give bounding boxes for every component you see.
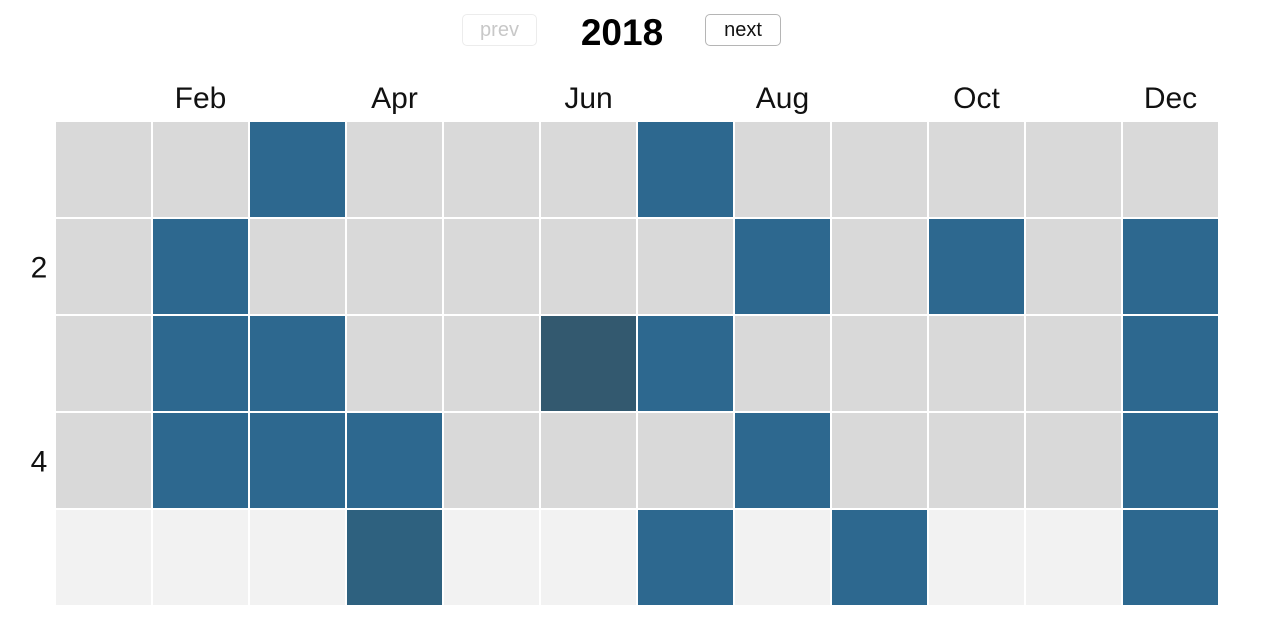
heatmap-cell-sep-row-4 bbox=[832, 413, 927, 508]
heatmap-cell-jan-row-1 bbox=[56, 122, 151, 217]
heatmap-cell-mar-row-3 bbox=[250, 316, 345, 411]
heatmap-cell-feb-row-4 bbox=[153, 413, 248, 508]
month-label-apr: Apr bbox=[371, 82, 418, 115]
year-navigation: prev 2018 next bbox=[0, 12, 1266, 54]
heatmap-cell-may-row-2 bbox=[444, 219, 539, 314]
heatmap-cell-oct-row-5 bbox=[929, 510, 1024, 605]
heatmap-cell-apr-row-5 bbox=[347, 510, 442, 605]
heatmap-cell-nov-row-5 bbox=[1026, 510, 1121, 605]
heatmap-cell-jun-row-5 bbox=[541, 510, 636, 605]
heatmap-cell-sep-row-5 bbox=[832, 510, 927, 605]
month-label-feb: Feb bbox=[175, 82, 227, 115]
heatmap-cell-aug-row-5 bbox=[735, 510, 830, 605]
heatmap-cell-jun-row-3 bbox=[541, 316, 636, 411]
heatmap-cell-nov-row-1 bbox=[1026, 122, 1121, 217]
heatmap-cell-mar-row-2 bbox=[250, 219, 345, 314]
heatmap-cell-may-row-1 bbox=[444, 122, 539, 217]
heatmap-cell-jul-row-5 bbox=[638, 510, 733, 605]
heatmap-cell-feb-row-3 bbox=[153, 316, 248, 411]
heatmap-cell-jul-row-1 bbox=[638, 122, 733, 217]
heatmap-cell-mar-row-4 bbox=[250, 413, 345, 508]
heatmap-cell-sep-row-3 bbox=[832, 316, 927, 411]
heatmap-cell-apr-row-1 bbox=[347, 122, 442, 217]
heatmap-cell-apr-row-4 bbox=[347, 413, 442, 508]
heatmap-cell-may-row-3 bbox=[444, 316, 539, 411]
heatmap-cell-jan-row-2 bbox=[56, 219, 151, 314]
heatmap-cell-oct-row-3 bbox=[929, 316, 1024, 411]
prev-button[interactable]: prev bbox=[462, 14, 537, 46]
heatmap-cell-dec-row-4 bbox=[1123, 413, 1218, 508]
heatmap-cell-jul-row-4 bbox=[638, 413, 733, 508]
row-labels: 24 bbox=[31, 252, 48, 479]
heatmap-cell-dec-row-1 bbox=[1123, 122, 1218, 217]
heatmap-cell-nov-row-4 bbox=[1026, 413, 1121, 508]
heatmap-cell-sep-row-1 bbox=[832, 122, 927, 217]
heatmap-cell-nov-row-3 bbox=[1026, 316, 1121, 411]
heatmap-cell-aug-row-3 bbox=[735, 316, 830, 411]
month-label-oct: Oct bbox=[953, 82, 1000, 115]
heatmap-cell-sep-row-2 bbox=[832, 219, 927, 314]
row-label-4: 4 bbox=[31, 446, 48, 479]
heatmap-cell-jul-row-3 bbox=[638, 316, 733, 411]
heatmap-cell-mar-row-1 bbox=[250, 122, 345, 217]
heatmap-cell-jan-row-5 bbox=[56, 510, 151, 605]
heatmap-cell-mar-row-5 bbox=[250, 510, 345, 605]
heatmap-cell-oct-row-4 bbox=[929, 413, 1024, 508]
heatmap-cell-aug-row-4 bbox=[735, 413, 830, 508]
heatmap-cell-feb-row-5 bbox=[153, 510, 248, 605]
heatmap-cells bbox=[56, 122, 1218, 605]
heatmap-cell-aug-row-2 bbox=[735, 219, 830, 314]
heatmap-cell-nov-row-2 bbox=[1026, 219, 1121, 314]
heatmap-cell-dec-row-5 bbox=[1123, 510, 1218, 605]
heatmap-cell-oct-row-1 bbox=[929, 122, 1024, 217]
month-labels: Feb Apr Jun Aug Oct Dec bbox=[175, 82, 1198, 115]
heatmap-cell-may-row-4 bbox=[444, 413, 539, 508]
heatmap-cell-jun-row-1 bbox=[541, 122, 636, 217]
heatmap-cell-jun-row-4 bbox=[541, 413, 636, 508]
month-label-aug: Aug bbox=[756, 82, 809, 115]
heatmap-cell-may-row-5 bbox=[444, 510, 539, 605]
month-label-dec: Dec bbox=[1144, 82, 1197, 115]
row-label-2: 2 bbox=[31, 252, 48, 285]
heatmap-cell-dec-row-2 bbox=[1123, 219, 1218, 314]
heatmap-cell-jul-row-2 bbox=[638, 219, 733, 314]
year-title: 2018 bbox=[580, 12, 664, 53]
heatmap-cell-dec-row-3 bbox=[1123, 316, 1218, 411]
heatmap-cell-jun-row-2 bbox=[541, 219, 636, 314]
heatmap-cell-jan-row-4 bbox=[56, 413, 151, 508]
heatmap-cell-feb-row-1 bbox=[153, 122, 248, 217]
heatmap-cell-aug-row-1 bbox=[735, 122, 830, 217]
heatmap-cell-apr-row-3 bbox=[347, 316, 442, 411]
heatmap-cell-feb-row-2 bbox=[153, 219, 248, 314]
heatmap-cell-apr-row-2 bbox=[347, 219, 442, 314]
month-label-jun: Jun bbox=[564, 82, 612, 115]
heatmap-cell-jan-row-3 bbox=[56, 316, 151, 411]
heatmap-cell-oct-row-2 bbox=[929, 219, 1024, 314]
next-button[interactable]: next bbox=[705, 14, 781, 46]
